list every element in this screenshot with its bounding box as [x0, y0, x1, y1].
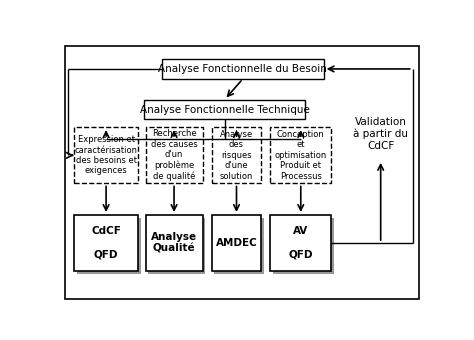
Bar	[74, 215, 138, 271]
Text: Recherche
des causes
d'un
problème
de qualité: Recherche des causes d'un problème de qu…	[151, 130, 198, 181]
Bar	[214, 218, 264, 274]
Bar	[144, 100, 305, 119]
Bar	[146, 127, 202, 184]
Text: Analyse Fonctionnelle du Besoin: Analyse Fonctionnelle du Besoin	[158, 64, 328, 74]
Bar	[148, 218, 205, 274]
Text: AV

QFD: AV QFD	[289, 226, 313, 260]
Bar	[76, 218, 141, 274]
Text: Analyse Fonctionnelle Technique: Analyse Fonctionnelle Technique	[140, 104, 310, 115]
Bar	[146, 215, 202, 271]
Bar	[212, 127, 261, 184]
Text: AMDEC: AMDEC	[216, 238, 257, 248]
Text: Conception
et
optimisation
Produit et
Processus: Conception et optimisation Produit et Pr…	[274, 130, 327, 181]
Text: Analyse
des
risques
d'une
solution: Analyse des risques d'une solution	[220, 130, 253, 181]
Bar	[212, 215, 261, 271]
Text: CdCF

QFD: CdCF QFD	[91, 226, 121, 260]
Bar	[271, 215, 331, 271]
Text: Analyse
Qualité: Analyse Qualité	[151, 232, 197, 254]
Bar	[74, 127, 138, 184]
Bar	[273, 218, 334, 274]
Text: Expression et
caractérisation
des besoins et
exigences: Expression et caractérisation des besoin…	[74, 135, 137, 175]
Text: Validation
à partir du
CdCF: Validation à partir du CdCF	[353, 117, 408, 151]
Bar	[162, 59, 324, 79]
Bar	[271, 127, 331, 184]
